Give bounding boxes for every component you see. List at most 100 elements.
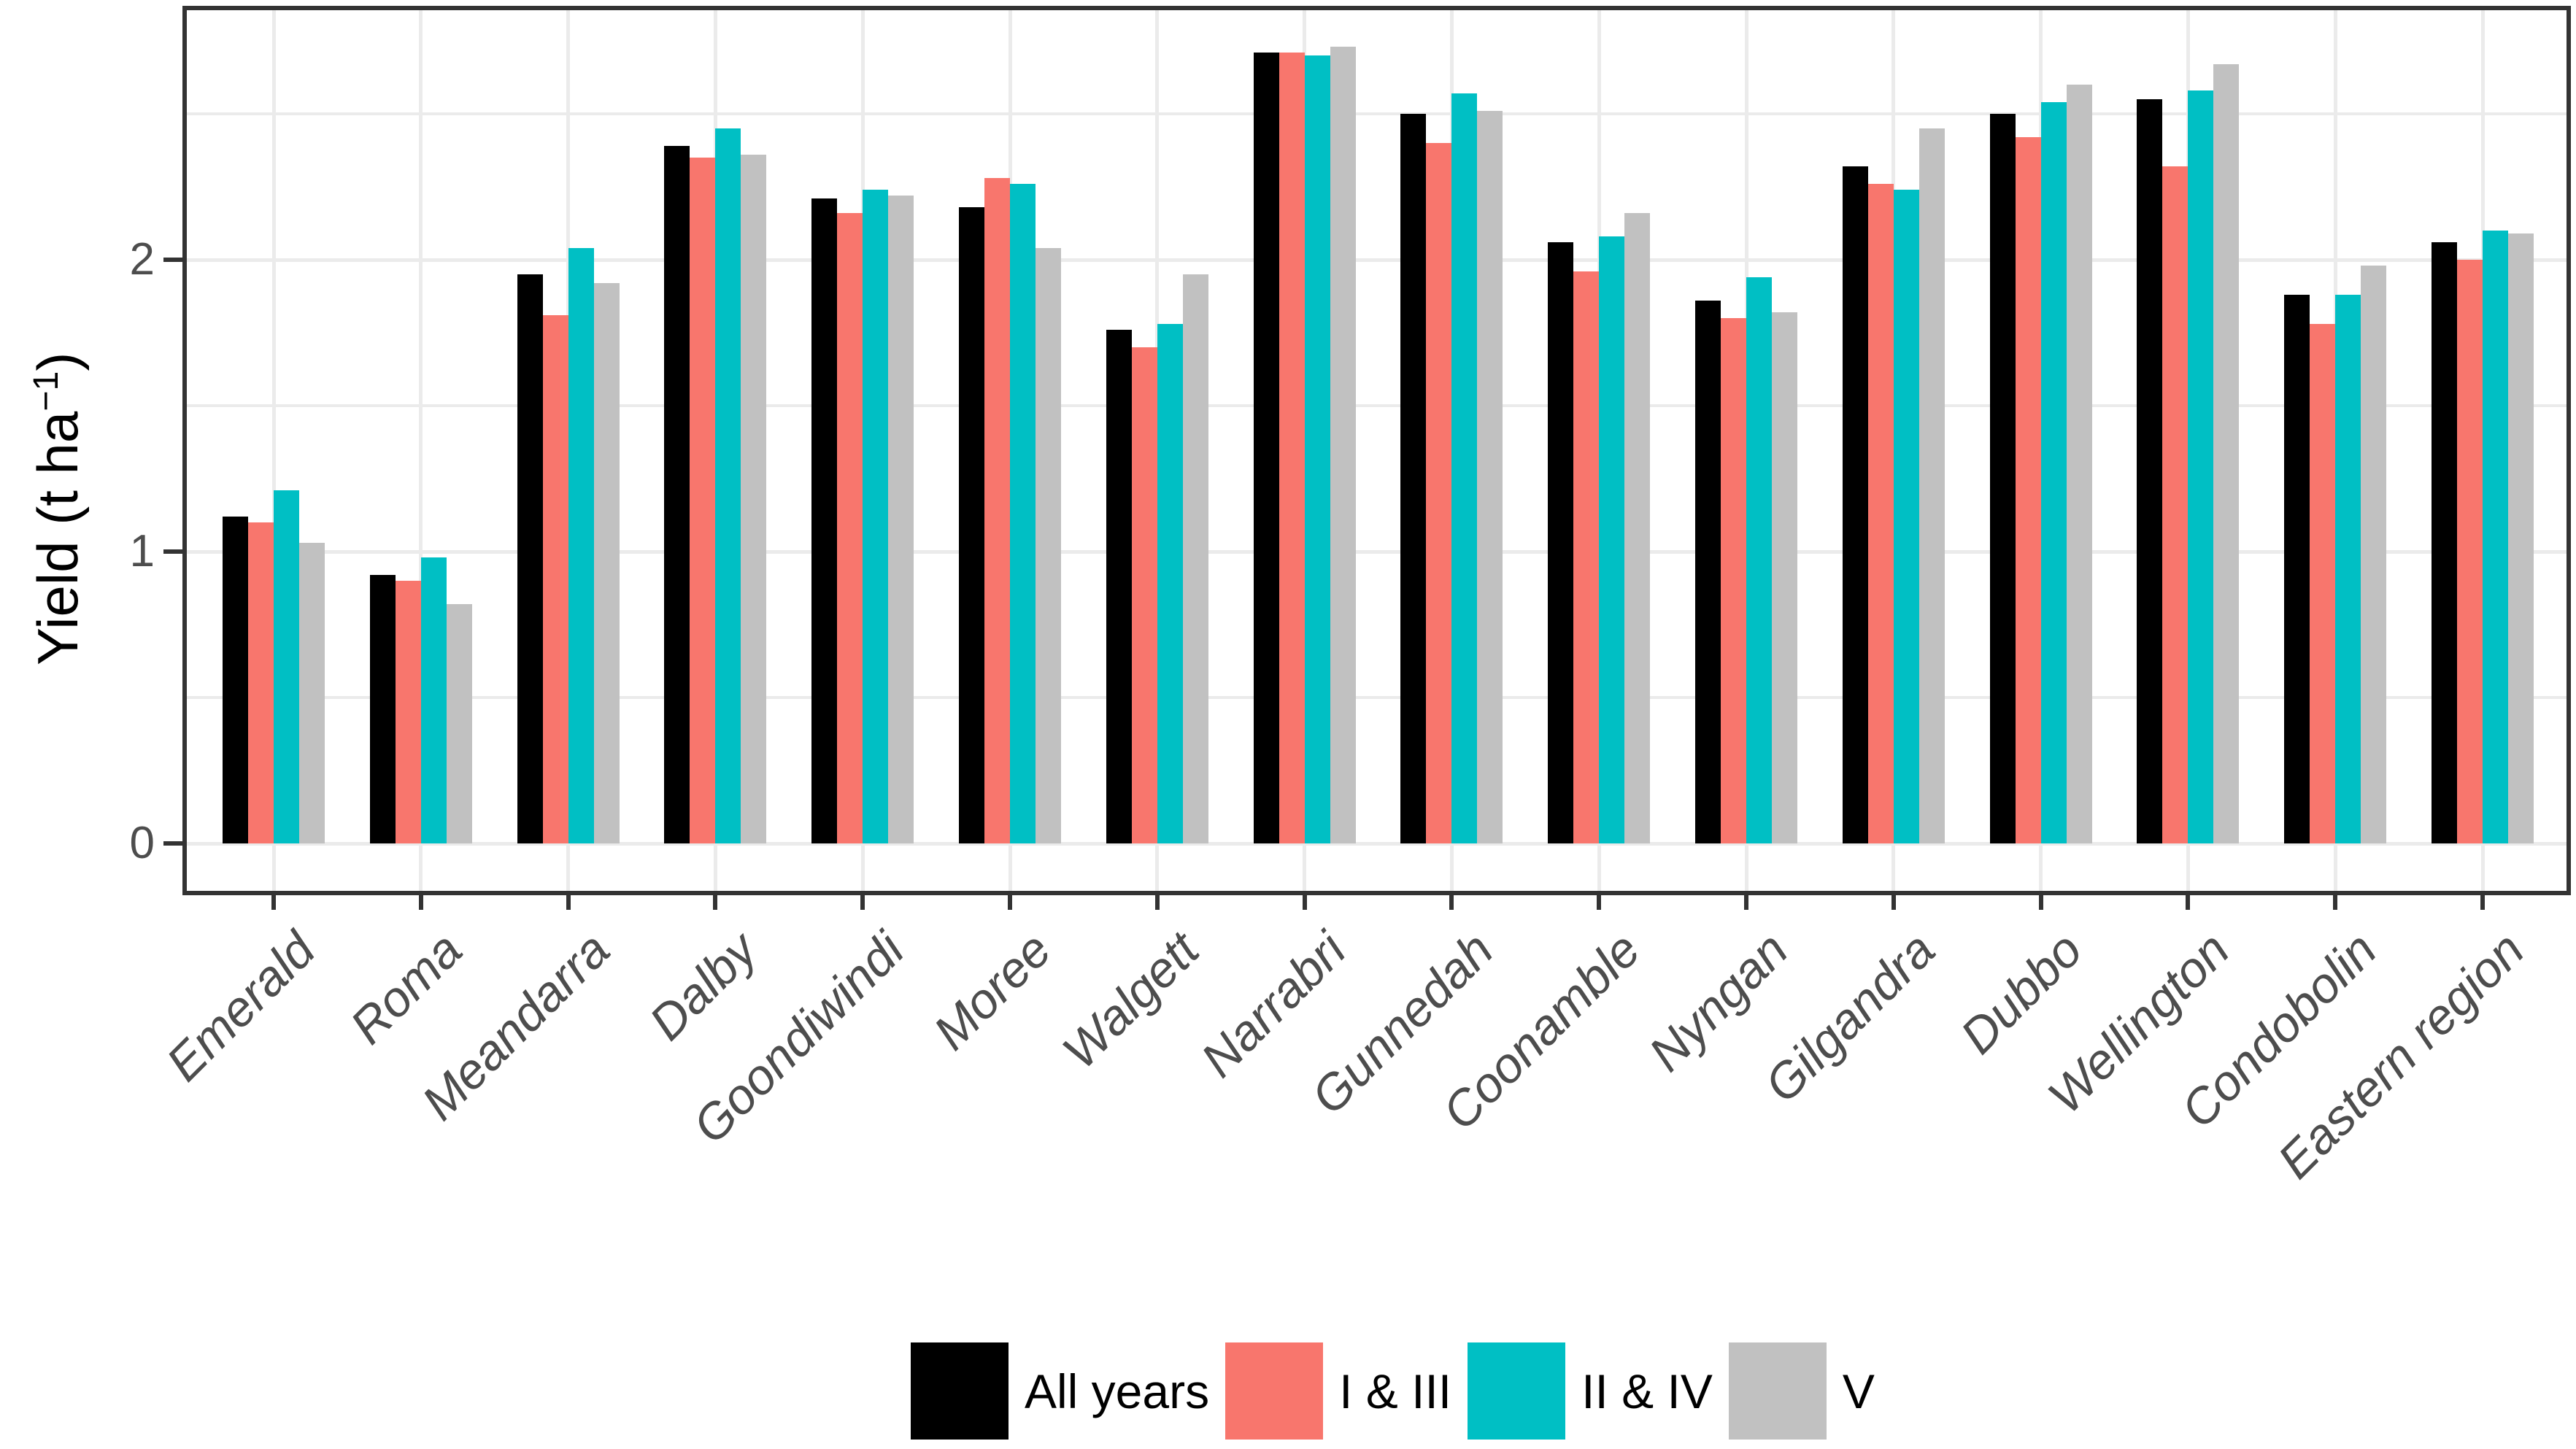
bar-nyngan-v (1772, 312, 1797, 843)
plot-panel (182, 6, 2571, 895)
y-minor-gridline (187, 696, 2567, 699)
bar-eastern-region-v (2508, 233, 2534, 843)
bar-gunnedah-ii-&-iv (1451, 93, 1478, 843)
y-minor-gridline (187, 404, 2567, 407)
bar-meandarra-all-years (517, 274, 543, 843)
y-axis-title-superscript: −1 (26, 371, 66, 411)
bar-dalby-i-&-iii (690, 158, 716, 843)
bar-moree-ii-&-iv (1010, 184, 1036, 843)
x-axis-label-emerald: Emerald (155, 921, 326, 1092)
legend-swatch-i-iii (1225, 1342, 1324, 1440)
x-tick (2480, 891, 2485, 910)
x-axis-label-dalby: Dalby (638, 921, 768, 1051)
legend: All years I & III II & IV V (911, 1342, 1891, 1440)
bar-moree-v (1036, 248, 1061, 843)
bar-walgett-all-years (1106, 330, 1132, 843)
bar-dubbo-ii-&-iv (2040, 102, 2067, 843)
bar-meandarra-i-&-iii (542, 315, 568, 843)
bar-gilgandra-all-years (1842, 166, 1868, 843)
bar-nyngan-i-&-iii (1721, 318, 1746, 843)
x-tick (271, 891, 276, 910)
bar-emerald-v (299, 543, 325, 843)
bar-narrabri-i-&-iii (1279, 53, 1305, 843)
legend-swatch-v (1728, 1342, 1827, 1440)
bar-dubbo-all-years (1989, 114, 2016, 843)
bar-gunnedah-all-years (1400, 114, 1427, 843)
bar-dalby-v (741, 155, 767, 843)
bar-dalby-ii-&-iv (715, 128, 741, 843)
bar-wellington-i-&-iii (2162, 166, 2189, 843)
y-tick (163, 549, 182, 554)
y-axis-tick-label: 2 (129, 234, 155, 285)
legend-label-i-iii: I & III (1339, 1364, 1452, 1418)
bar-meandarra-v (593, 283, 620, 843)
legend-label-all-years: All years (1025, 1364, 1210, 1418)
bar-condobolin-i-&-iii (2310, 324, 2336, 843)
bar-emerald-ii-&-iv (274, 490, 299, 843)
bar-narrabri-ii-&-iv (1304, 55, 1330, 843)
y-tick (163, 258, 182, 262)
x-tick (2186, 891, 2191, 910)
y-major-gridline (187, 842, 2567, 846)
bar-walgett-i-&-iii (1131, 347, 1157, 843)
legend-swatch-ii-iv (1468, 1342, 1566, 1440)
y-major-gridline (187, 550, 2567, 554)
x-tick (418, 891, 423, 910)
bar-wellington-all-years (2137, 99, 2163, 843)
bar-goondiwindi-i-&-iii (837, 213, 863, 843)
x-tick (860, 891, 865, 910)
bar-eastern-region-i-&-iii (2457, 260, 2483, 843)
bar-dalby-all-years (664, 146, 690, 843)
x-tick (713, 891, 718, 910)
bar-nyngan-all-years (1695, 301, 1721, 843)
x-tick (2038, 891, 2043, 910)
bar-roma-ii-&-iv (420, 557, 447, 843)
legend-swatch-all-years (911, 1342, 1009, 1440)
x-tick (2333, 891, 2338, 910)
x-tick (1008, 891, 1012, 910)
bar-emerald-i-&-iii (248, 522, 274, 843)
y-major-gridline (187, 258, 2567, 262)
x-tick (1154, 891, 1160, 910)
bar-nyngan-ii-&-iv (1746, 277, 1772, 843)
bar-eastern-region-all-years (2432, 242, 2457, 843)
bar-moree-i-&-iii (984, 178, 1010, 843)
y-axis-title-close: ) (26, 352, 90, 371)
x-tick (566, 891, 571, 910)
x-tick (1449, 891, 1454, 910)
x-axis-label-dubbo: Dubbo (1950, 921, 2093, 1064)
bar-gilgandra-v (1918, 128, 1945, 843)
bar-coonamble-i-&-iii (1573, 271, 1600, 843)
legend-label-ii-iv: II & IV (1581, 1364, 1713, 1418)
x-tick (1302, 891, 1307, 910)
bar-moree-all-years (959, 207, 984, 843)
bar-dubbo-i-&-iii (2015, 137, 2041, 843)
x-axis-label-walgett: Walgett (1052, 921, 1209, 1080)
bar-emerald-all-years (223, 517, 248, 843)
y-axis-title: Yield (t ha−1) (25, 352, 91, 665)
y-tick (163, 841, 182, 846)
bar-wellington-ii-&-iv (2188, 90, 2214, 843)
bar-coonamble-ii-&-iv (1599, 236, 1625, 843)
y-axis-tick-label: 1 (129, 526, 155, 576)
x-tick (1744, 891, 1748, 910)
bar-roma-i-&-iii (395, 581, 421, 843)
x-axis-label-roma: Roma (339, 921, 473, 1055)
bar-goondiwindi-v (888, 196, 914, 843)
bar-gilgandra-ii-&-iv (1893, 190, 1919, 843)
bar-goondiwindi-all-years (811, 198, 838, 843)
bar-coonamble-all-years (1548, 242, 1574, 843)
bar-gilgandra-i-&-iii (1867, 184, 1894, 843)
bar-roma-v (446, 604, 472, 843)
bar-gunnedah-i-&-iii (1426, 143, 1452, 843)
bar-walgett-v (1182, 274, 1208, 843)
bar-narrabri-v (1330, 47, 1356, 843)
bar-condobolin-all-years (2284, 295, 2310, 843)
bar-coonamble-v (1624, 213, 1651, 843)
bar-gunnedah-v (1477, 111, 1503, 843)
y-axis-tick-label: 0 (129, 818, 155, 868)
y-minor-gridline (187, 112, 2567, 115)
bar-wellington-v (2213, 64, 2240, 843)
x-major-gridline (271, 10, 276, 891)
